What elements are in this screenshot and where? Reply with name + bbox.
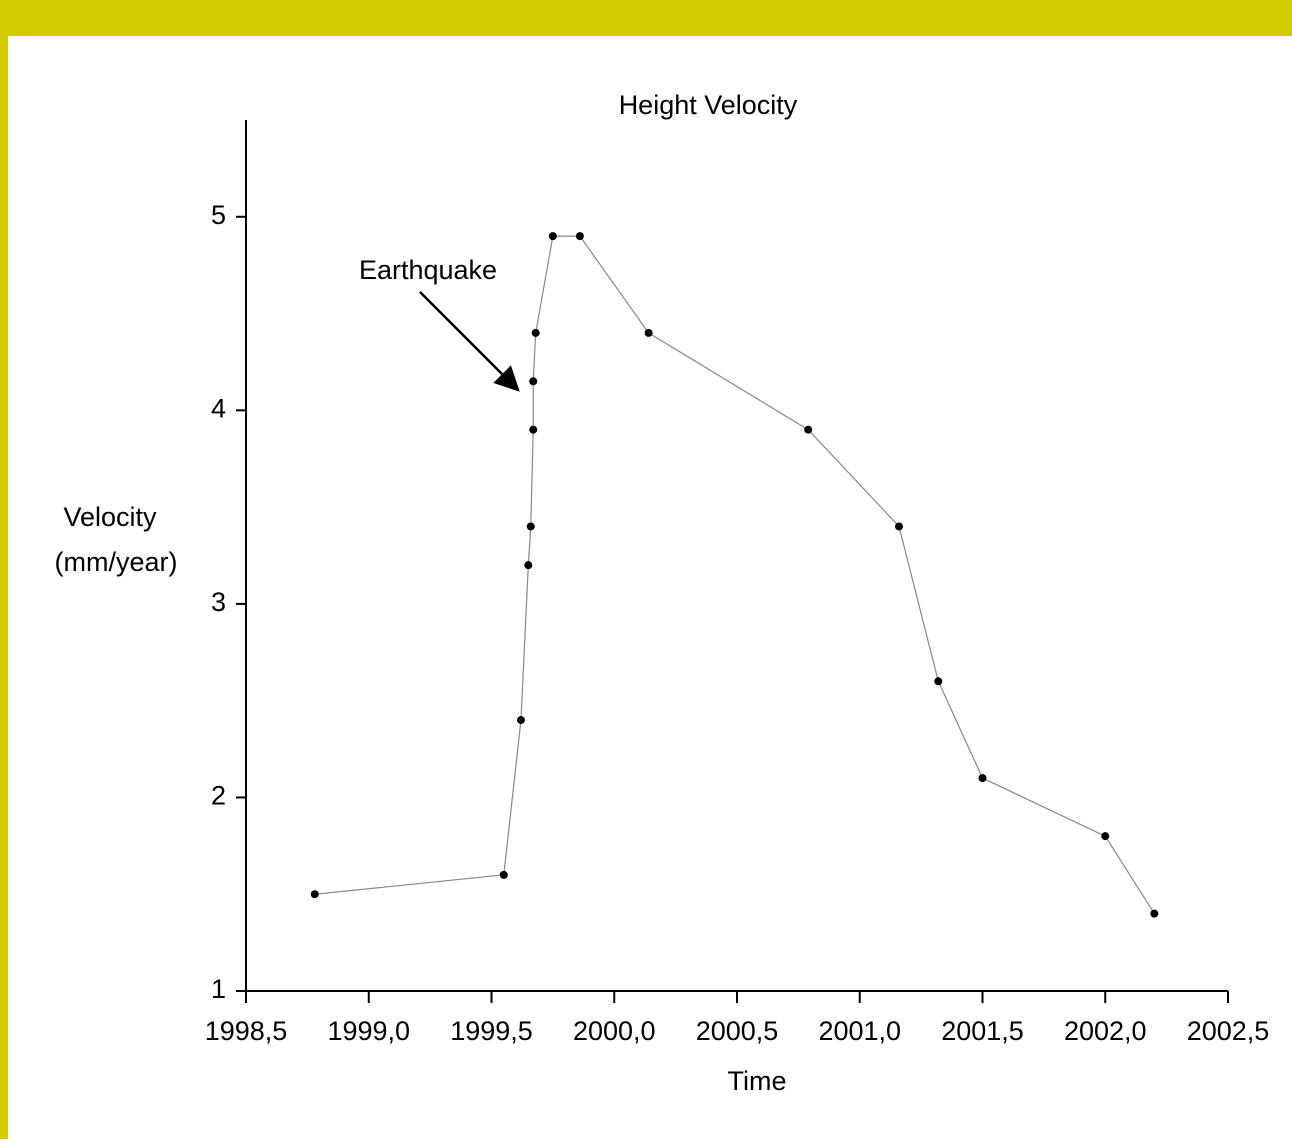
- x-tick-label: 2000,0: [573, 1016, 656, 1046]
- y-tick-label: 3: [211, 587, 226, 617]
- x-tick-label: 1998,5: [205, 1016, 288, 1046]
- annotation-arrow: [419, 291, 520, 392]
- x-tick-label: 2000,5: [696, 1016, 779, 1046]
- data-point: [524, 561, 533, 570]
- annotation: Earthquake: [359, 255, 497, 285]
- series-line: [314, 235, 1155, 914]
- data-point: [934, 677, 943, 686]
- y-tick-label: 1: [211, 974, 226, 1004]
- x-tick-label: 1999,5: [450, 1016, 533, 1046]
- chart-title: Height Velocity: [619, 90, 798, 120]
- x-tick-label: 2001,5: [941, 1016, 1024, 1046]
- data-point: [516, 716, 525, 725]
- x-axis-label: Time: [728, 1066, 787, 1096]
- data-point: [529, 377, 538, 386]
- x-tick-label: 2002,5: [1187, 1016, 1270, 1046]
- data-point: [529, 425, 538, 434]
- y-tick-label: 5: [211, 200, 226, 230]
- y-tick-label: 2: [211, 781, 226, 811]
- data-point: [526, 522, 535, 531]
- top-band: [0, 0, 1292, 36]
- data-point: [978, 774, 987, 783]
- data-point: [1101, 832, 1110, 841]
- data-point: [1150, 909, 1159, 918]
- x-tick-label: 2001,0: [818, 1016, 901, 1046]
- data-point: [531, 328, 540, 337]
- y-axis-label: (mm/year): [55, 547, 178, 577]
- x-tick-label: 2002,0: [1064, 1016, 1147, 1046]
- data-point: [804, 425, 813, 434]
- data-point: [575, 232, 584, 241]
- data-point: [548, 232, 557, 241]
- y-axis-label: Velocity: [63, 502, 157, 532]
- data-point: [895, 522, 904, 531]
- x-tick-label: 1999,0: [327, 1016, 410, 1046]
- y-tick-label: 4: [211, 393, 226, 423]
- data-point: [644, 328, 653, 337]
- left-band: [0, 0, 8, 1139]
- data-point: [499, 870, 508, 879]
- data-point: [310, 890, 319, 899]
